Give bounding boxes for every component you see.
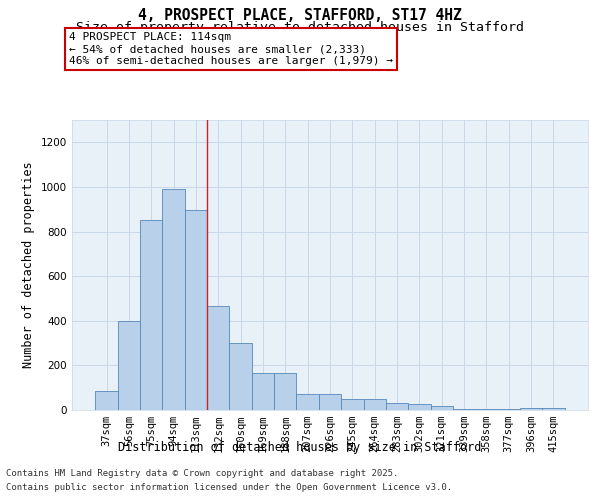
Text: Contains HM Land Registry data © Crown copyright and database right 2025.: Contains HM Land Registry data © Crown c…	[6, 468, 398, 477]
Bar	[475, 409, 497, 410]
Bar	[364, 400, 386, 410]
Bar	[274, 373, 296, 410]
Bar	[497, 409, 520, 410]
Bar	[229, 343, 252, 410]
Text: 4, PROSPECT PLACE, STAFFORD, ST17 4HZ: 4, PROSPECT PLACE, STAFFORD, ST17 4HZ	[138, 8, 462, 22]
Bar	[185, 210, 207, 410]
Bar	[453, 409, 475, 410]
Y-axis label: Number of detached properties: Number of detached properties	[22, 162, 35, 368]
Bar	[341, 400, 364, 410]
Bar	[140, 220, 163, 410]
Bar	[95, 391, 118, 410]
Bar	[386, 404, 408, 410]
Bar	[207, 306, 229, 410]
Text: 4 PROSPECT PLACE: 114sqm
← 54% of detached houses are smaller (2,333)
46% of sem: 4 PROSPECT PLACE: 114sqm ← 54% of detach…	[69, 32, 393, 66]
Bar	[252, 373, 274, 410]
Bar	[163, 189, 185, 410]
Bar	[542, 408, 565, 410]
Bar	[408, 404, 431, 410]
Bar	[319, 394, 341, 410]
Bar	[118, 321, 140, 410]
Bar	[520, 408, 542, 410]
Bar	[296, 394, 319, 410]
Text: Size of property relative to detached houses in Stafford: Size of property relative to detached ho…	[76, 21, 524, 34]
Text: Distribution of detached houses by size in Stafford: Distribution of detached houses by size …	[118, 441, 482, 454]
Bar	[431, 406, 453, 410]
Text: Contains public sector information licensed under the Open Government Licence v3: Contains public sector information licen…	[6, 484, 452, 492]
